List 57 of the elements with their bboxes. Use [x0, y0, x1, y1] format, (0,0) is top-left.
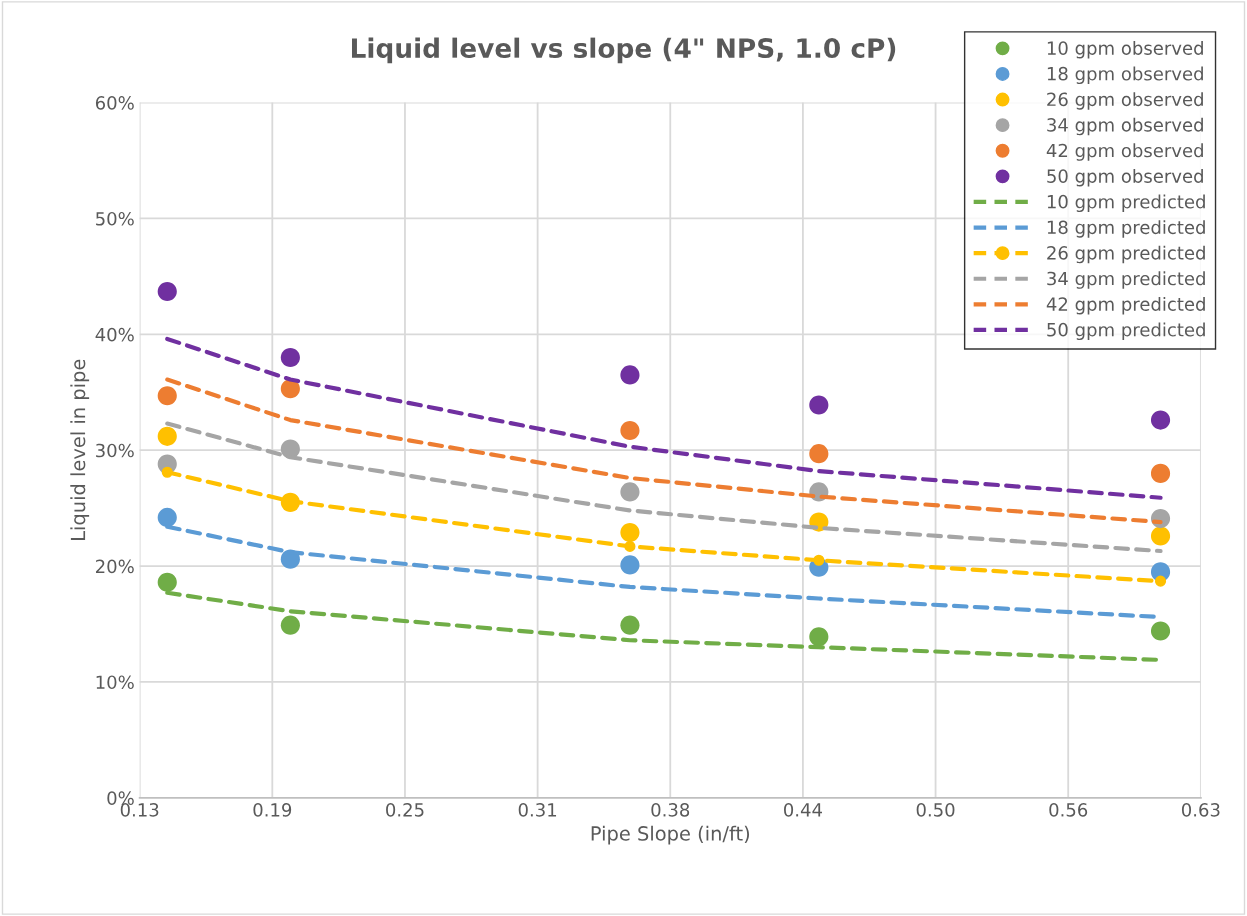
- point: [1154, 575, 1167, 587]
- x-tick-label: 0.38: [651, 803, 690, 817]
- x-tick-label: 0.56: [1049, 803, 1088, 817]
- point: [620, 420, 640, 441]
- y-tick-label: 20%: [95, 559, 134, 574]
- point: [813, 554, 825, 566]
- y-tick-label: 60%: [95, 96, 134, 110]
- x-tick-label: 0.25: [386, 803, 424, 817]
- point: [809, 444, 829, 464]
- point: [157, 507, 177, 527]
- y-tick-label: 10%: [96, 675, 134, 690]
- legend-label: 26 gpm observed: [1047, 92, 1203, 110]
- y-tick-label: 30%: [96, 443, 134, 458]
- legend-label: 42 gpm predicted: [1046, 296, 1205, 315]
- x-tick-label: 0.44: [784, 803, 822, 817]
- y-tick-label: 40%: [95, 327, 134, 342]
- legend-label: 18 gpm observed: [1047, 66, 1203, 85]
- y-tick-label: 50%: [96, 211, 134, 226]
- point: [157, 572, 177, 592]
- line-series: [165, 421, 1163, 554]
- legend-label: 50 gpm observed: [1047, 168, 1203, 187]
- x-axis-title: Pipe Slope (in/ft): [591, 825, 750, 845]
- x-tick-label: 0.13: [120, 803, 159, 817]
- point: [280, 379, 300, 399]
- legend-label: 18 gpm predicted: [1047, 220, 1205, 238]
- x-tick-label: 0.50: [916, 803, 955, 817]
- point: [1150, 410, 1171, 430]
- point: [1150, 463, 1171, 483]
- point: [624, 540, 636, 552]
- point: [620, 555, 640, 575]
- y-tick-label: 0%: [107, 791, 134, 805]
- point: [280, 347, 300, 368]
- x-tick-label: 0.31: [518, 803, 557, 817]
- point: [1150, 526, 1171, 546]
- point: [620, 365, 640, 385]
- chart-title: Liquid level vs slope (4" NPS, 1.0 cP): [351, 37, 896, 64]
- x-tick-label: 0.19: [253, 803, 292, 817]
- y-axis-title: Liquid level in pipe: [70, 359, 90, 540]
- point: [809, 627, 829, 647]
- point: [161, 466, 173, 478]
- point: [809, 395, 829, 415]
- legend-label: 34 gpm observed: [1047, 117, 1203, 136]
- legend-label: 26 gpm predicted: [1047, 245, 1205, 264]
- point: [1150, 621, 1171, 641]
- x-tick-label: 0.63: [1181, 803, 1220, 817]
- legend-label: 50 gpm predicted: [1047, 322, 1205, 341]
- point: [620, 615, 640, 635]
- point: [157, 281, 177, 302]
- point: [157, 386, 177, 406]
- legend-label: 34 gpm predicted: [1047, 271, 1205, 289]
- point: [620, 482, 640, 502]
- point: [157, 426, 177, 446]
- legend-label: 10 gpm predicted: [1047, 194, 1205, 213]
- legend-label: 10 gpm observed: [1047, 40, 1203, 59]
- point: [280, 615, 300, 635]
- point: [620, 522, 640, 543]
- legend-label: 42 gpm observed: [1046, 143, 1203, 161]
